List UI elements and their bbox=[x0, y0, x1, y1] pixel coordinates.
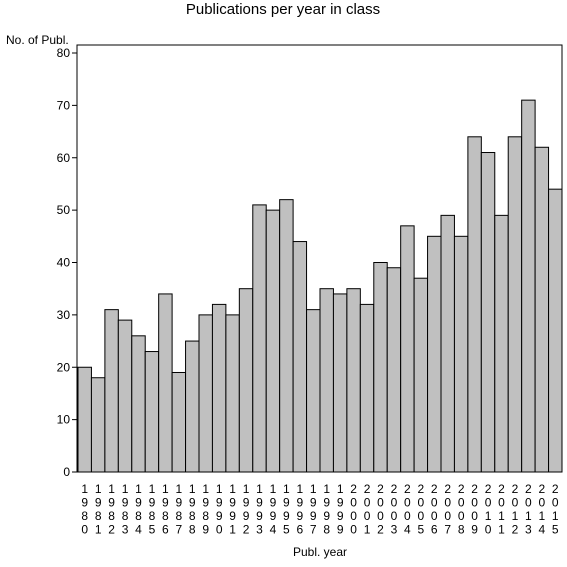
bar-1984 bbox=[131, 335, 146, 473]
bar-1995 bbox=[279, 199, 294, 473]
bar-2010 bbox=[480, 152, 496, 473]
bar-1986 bbox=[158, 293, 173, 473]
bar-2009 bbox=[467, 136, 482, 473]
bar-2005 bbox=[413, 277, 429, 473]
y-tick-label: 50 bbox=[57, 203, 71, 217]
bar-1989 bbox=[198, 314, 213, 473]
bar-1992 bbox=[238, 288, 254, 473]
bar-2015 bbox=[548, 188, 563, 473]
y-tick-label: 0 bbox=[63, 465, 70, 479]
bar-2006 bbox=[427, 235, 442, 473]
bar-1998 bbox=[319, 288, 334, 473]
bar-1980 bbox=[77, 366, 92, 473]
bar-1988 bbox=[185, 340, 200, 473]
bar-2014 bbox=[534, 146, 550, 473]
bar-1994 bbox=[265, 209, 281, 473]
bar-2007 bbox=[440, 214, 455, 473]
bar-2004 bbox=[400, 225, 415, 473]
bar-1985 bbox=[144, 351, 160, 473]
y-tick-label: 80 bbox=[57, 46, 71, 60]
y-tick-label: 20 bbox=[57, 360, 71, 374]
y-tick-label: 40 bbox=[57, 256, 71, 270]
bar-1999 bbox=[332, 293, 348, 473]
y-tick-label: 70 bbox=[57, 98, 71, 112]
bar-2003 bbox=[386, 267, 402, 473]
y-tick-label: 10 bbox=[57, 413, 71, 427]
bar-1983 bbox=[117, 319, 133, 473]
y-ticks-group: 0 10 20 30 40 50 60 70 80 bbox=[57, 46, 77, 479]
bar-1991 bbox=[225, 314, 240, 473]
bar-1993 bbox=[252, 204, 267, 473]
bars-group bbox=[77, 99, 563, 473]
bar-2002 bbox=[373, 262, 388, 473]
bar-2012 bbox=[507, 136, 523, 473]
chart-title: Publications per year in class bbox=[186, 1, 380, 18]
plot-frame bbox=[76, 44, 563, 473]
bar-2013 bbox=[521, 99, 536, 473]
bar-2000 bbox=[346, 288, 361, 473]
bar-1987 bbox=[171, 371, 187, 473]
bar-2008 bbox=[453, 235, 469, 473]
bar-1981 bbox=[90, 377, 106, 473]
y-tick-label: 30 bbox=[57, 308, 71, 322]
x-ticks-group: 1 9 8 0 1 9 8 1 1 9 8 2 1 9 8 3 1 9 8 4 1 9 8 5 1 9 8 6 1 9 8 7 1 9 8 8 1 9 8 9… bbox=[81, 482, 559, 537]
bar-1982 bbox=[104, 309, 119, 473]
bar-1990 bbox=[211, 303, 227, 473]
bar-1997 bbox=[306, 309, 321, 473]
bar-2011 bbox=[494, 214, 509, 473]
y-axis-label: No. of Publ. bbox=[6, 33, 69, 47]
bar-1996 bbox=[292, 241, 308, 473]
x-axis-label: Publ. year bbox=[293, 545, 347, 559]
y-tick-label: 60 bbox=[57, 151, 71, 165]
bar-2001 bbox=[359, 303, 375, 473]
